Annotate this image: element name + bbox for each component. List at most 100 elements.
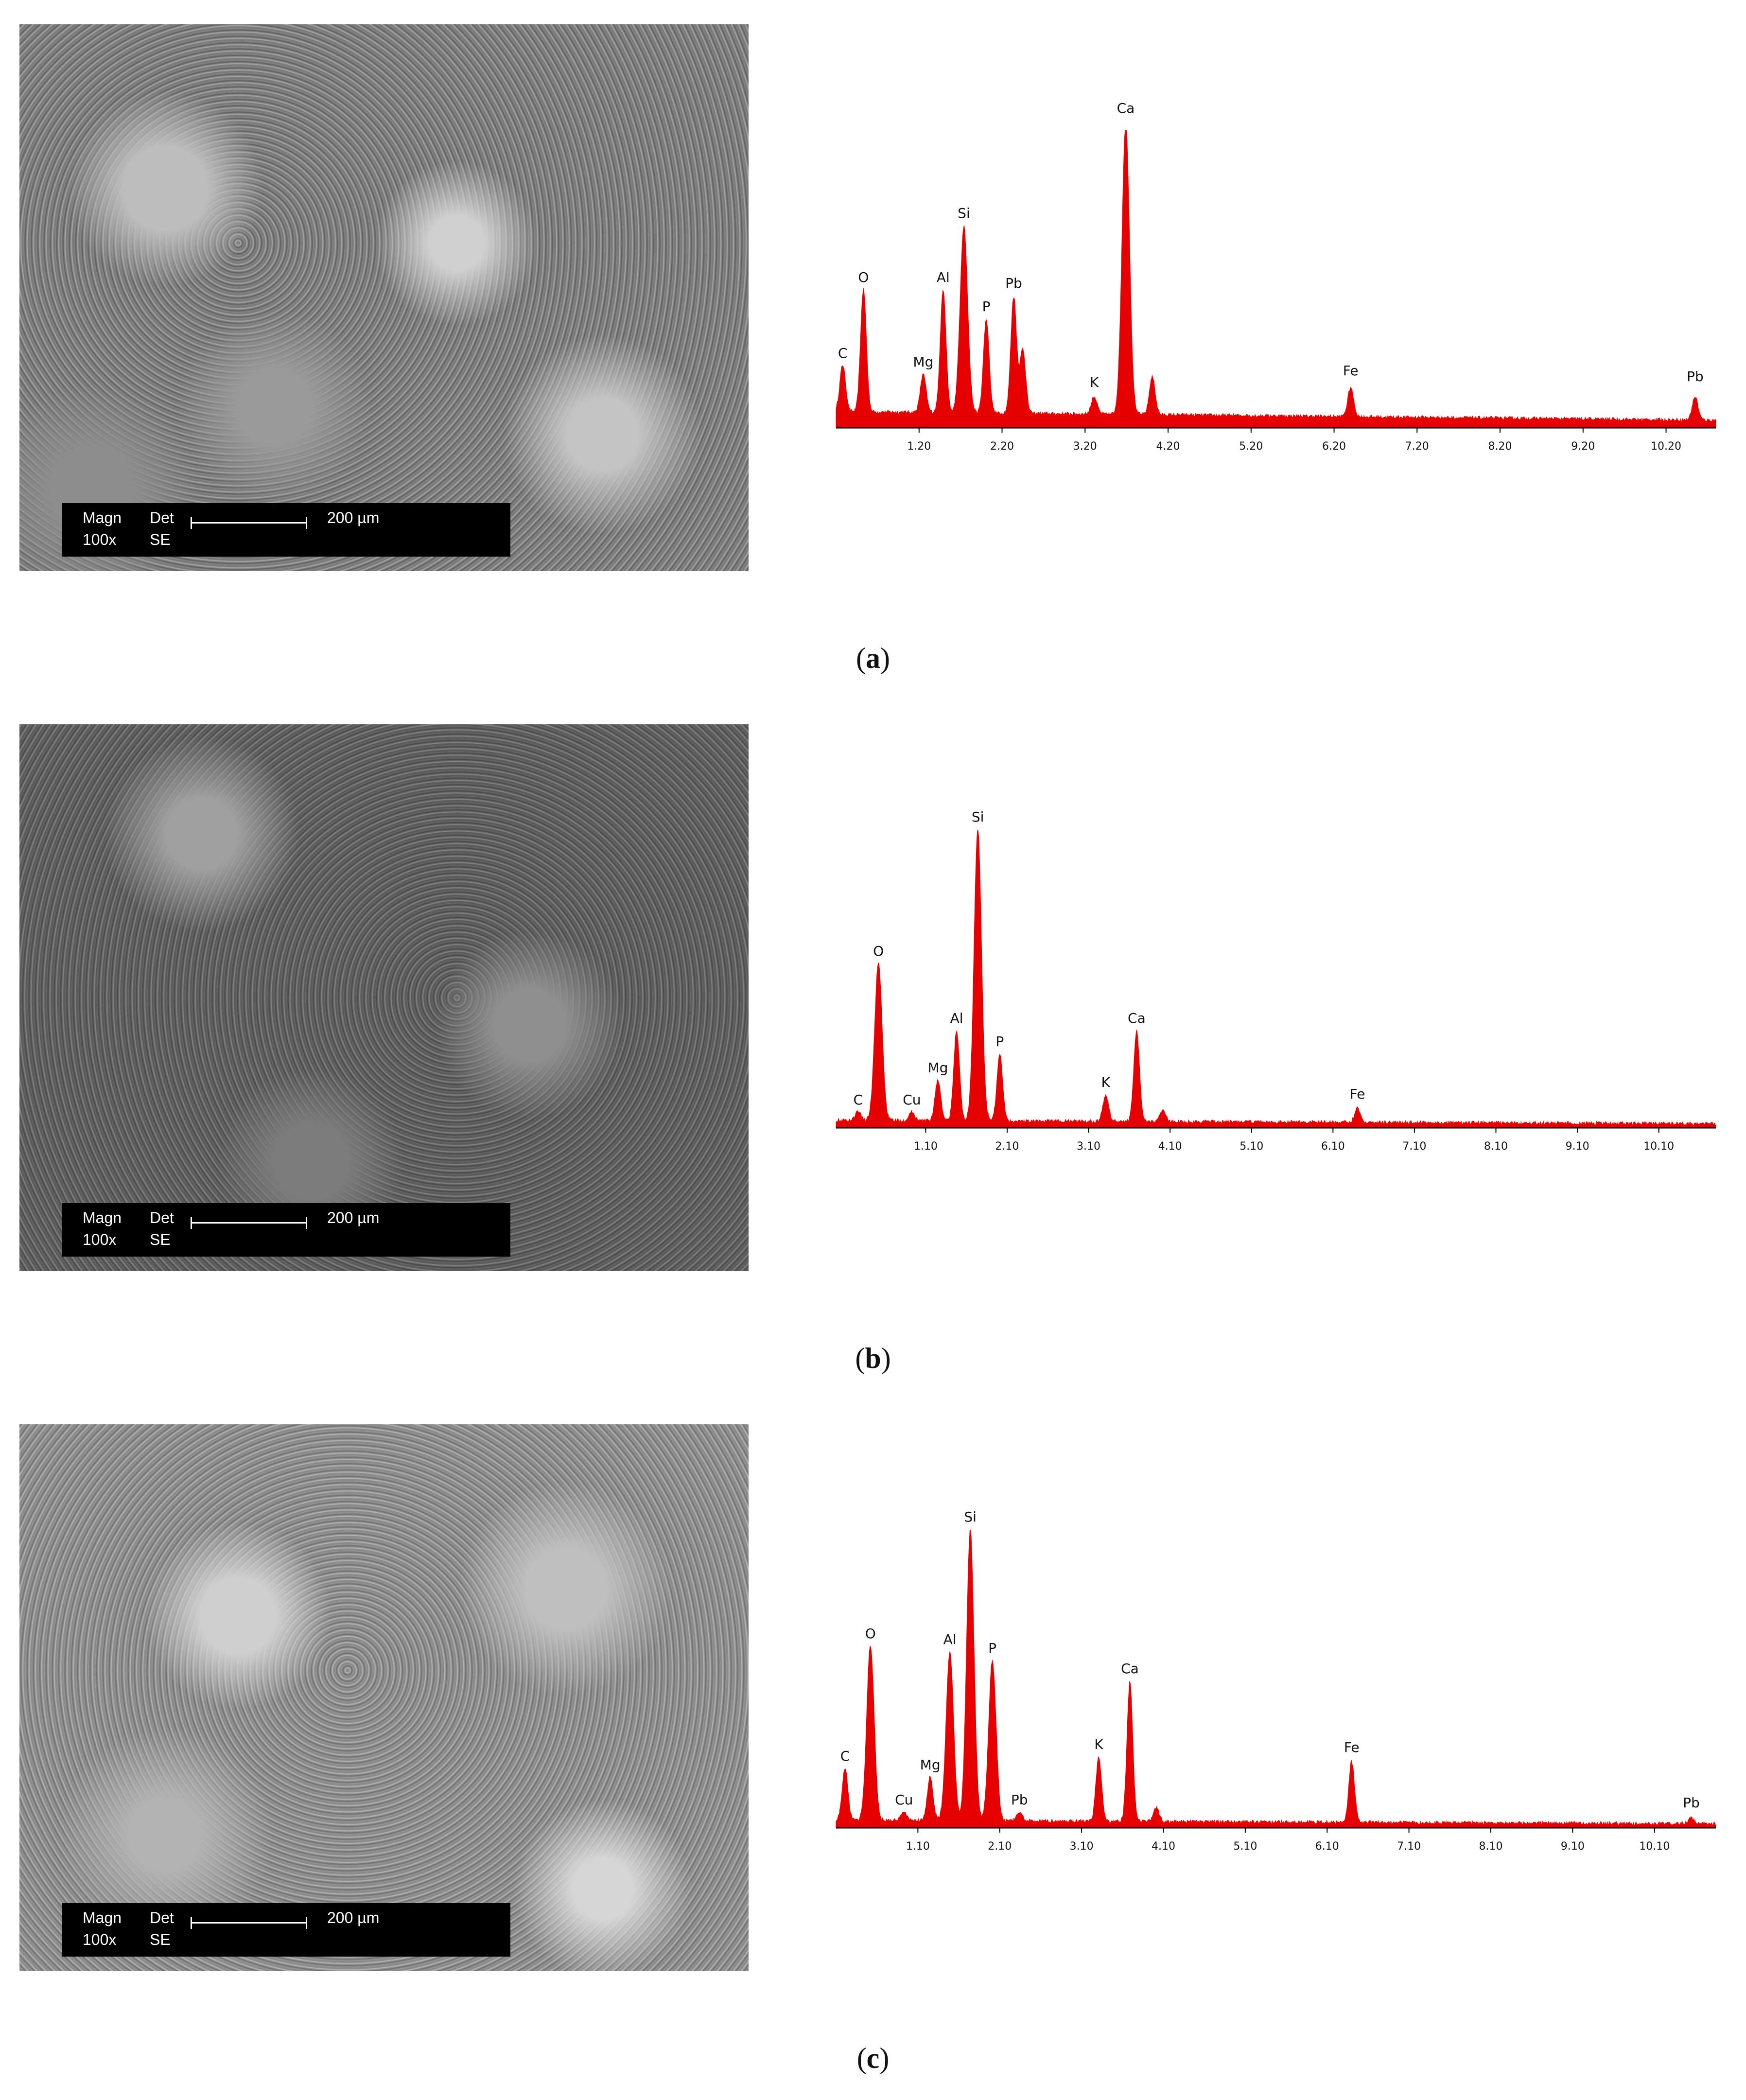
sem-info-bar: Magn 100x Det SE 200 µm bbox=[62, 1203, 510, 1257]
det-label: Det bbox=[150, 1909, 174, 1926]
x-tick-label: 10.10 bbox=[1643, 1140, 1674, 1153]
peak-label-cu: Cu bbox=[895, 1792, 913, 1808]
peak-label-pb: Pb bbox=[1687, 368, 1704, 385]
peak-label-p: P bbox=[988, 1640, 996, 1656]
spectrum-area bbox=[836, 130, 1716, 428]
sem-image-c: Magn 100x Det SE 200 µm bbox=[19, 1424, 749, 1971]
panel-c: Magn 100x Det SE 200 µm 1.10 2.10 3.10 4.10… bbox=[0, 1400, 1746, 2100]
scale-bar bbox=[191, 517, 307, 529]
peak-label-al: Al bbox=[943, 1631, 957, 1647]
spectrum-area bbox=[836, 1530, 1716, 1828]
det-value: SE bbox=[150, 531, 171, 548]
x-tick-label: 5.10 bbox=[1240, 1140, 1263, 1153]
scale-label: 200 µm bbox=[327, 509, 380, 526]
peak-label-pb: Pb bbox=[1683, 1795, 1700, 1811]
peak-label-ca: Ca bbox=[1121, 1661, 1139, 1677]
x-tick-label: 8.10 bbox=[1479, 1840, 1502, 1853]
scale-label: 200 µm bbox=[327, 1909, 380, 1926]
caption-b: (b) bbox=[855, 1342, 891, 1374]
peak-label-o: O bbox=[858, 269, 869, 285]
peak-label-ca: Ca bbox=[1117, 100, 1135, 116]
peak-label-al: Al bbox=[937, 269, 950, 285]
scale-label: 200 µm bbox=[327, 1209, 380, 1226]
det-value: SE bbox=[150, 1931, 171, 1948]
x-tick-label: 4.10 bbox=[1158, 1140, 1182, 1153]
eds-spectrum-svg: 1.10 2.10 3.10 4.10 5.10 6.10 7.10 8.10 9.10 10.1… bbox=[836, 1509, 1716, 1853]
peak-label-fe: Fe bbox=[1350, 1086, 1365, 1102]
x-tick-label: 9.20 bbox=[1571, 440, 1595, 453]
x-tick-label: 3.10 bbox=[1077, 1140, 1100, 1153]
eds-spectrum-c: 1.10 2.10 3.10 4.10 5.10 6.10 7.10 8.10 9.10 10.1… bbox=[826, 1497, 1730, 1867]
x-tick-label: 10.20 bbox=[1651, 440, 1681, 453]
eds-spectrum-b: 1.10 2.10 3.10 4.10 5.10 6.10 7.10 8.10 9.10 10.1… bbox=[826, 797, 1730, 1167]
peak-label-ca: Ca bbox=[1128, 1010, 1146, 1026]
x-tick-label: 8.10 bbox=[1484, 1140, 1508, 1153]
eds-spectrum-svg: 1.10 2.10 3.10 4.10 5.10 6.10 7.10 8.10 9.10 10.1… bbox=[836, 809, 1716, 1153]
x-tick-label: 9.10 bbox=[1561, 1840, 1585, 1853]
x-tick-label: 3.10 bbox=[1070, 1840, 1094, 1853]
scale-bar bbox=[191, 1217, 307, 1229]
peak-label-mg: Mg bbox=[928, 1060, 948, 1076]
x-tick-label: 1.20 bbox=[907, 440, 931, 453]
peak-label-al: Al bbox=[950, 1010, 963, 1026]
det-value: SE bbox=[150, 1231, 171, 1248]
caption-letter: a bbox=[866, 642, 880, 674]
x-tick-label: 4.10 bbox=[1152, 1840, 1175, 1853]
x-tick-label: 6.10 bbox=[1315, 1840, 1339, 1853]
det-label: Det bbox=[150, 1209, 174, 1226]
x-tick-label: 2.20 bbox=[990, 440, 1014, 453]
peak-label-si: Si bbox=[972, 809, 984, 825]
magn-value: 100x bbox=[83, 531, 117, 548]
x-tick-label: 5.10 bbox=[1233, 1840, 1257, 1853]
x-tick-label: 2.10 bbox=[995, 1140, 1019, 1153]
x-tick-label: 6.20 bbox=[1322, 440, 1346, 453]
peak-label-c: C bbox=[838, 345, 848, 361]
peak-label-si: Si bbox=[958, 205, 970, 221]
peak-label-pb: Pb bbox=[1011, 1792, 1028, 1808]
peak-label-c: C bbox=[840, 1748, 850, 1764]
magn-label: Magn bbox=[83, 1909, 122, 1926]
eds-spectrum-svg: 1.20 2.20 3.20 4.20 5.20 6.20 7.20 8.20 9.20 10.2… bbox=[836, 100, 1716, 453]
peak-label-mg: Mg bbox=[920, 1757, 941, 1773]
sem-image-b: Magn 100x Det SE 200 µm bbox=[19, 724, 749, 1271]
peak-label-o: O bbox=[865, 1626, 876, 1642]
x-tick-label: 4.20 bbox=[1156, 440, 1180, 453]
peak-label-p: P bbox=[982, 298, 991, 315]
sem-info-bar: Magn 100x Det SE 200 µm bbox=[62, 1903, 510, 1957]
x-tick-label: 2.10 bbox=[988, 1840, 1012, 1853]
caption-a: (a) bbox=[856, 642, 890, 674]
peak-label-c: C bbox=[853, 1092, 863, 1108]
x-tick-label: 10.10 bbox=[1639, 1840, 1670, 1853]
caption-letter: c bbox=[866, 2042, 880, 2074]
peak-label-p: P bbox=[995, 1033, 1004, 1050]
peak-label-fe: Fe bbox=[1344, 1739, 1360, 1755]
peak-label-cu: Cu bbox=[903, 1092, 921, 1108]
peak-label-si: Si bbox=[964, 1509, 977, 1525]
det-label: Det bbox=[150, 509, 174, 526]
magn-label: Magn bbox=[83, 509, 122, 526]
x-tick-label: 7.20 bbox=[1405, 440, 1429, 453]
scale-bar bbox=[191, 1917, 307, 1929]
x-tick-label: 5.20 bbox=[1239, 440, 1263, 453]
caption-letter: b bbox=[865, 1342, 881, 1374]
x-tick-label: 1.10 bbox=[906, 1840, 930, 1853]
peak-label-pb: Pb bbox=[1005, 275, 1022, 291]
magn-value: 100x bbox=[83, 1231, 117, 1248]
peak-label-mg: Mg bbox=[913, 354, 933, 370]
peak-label-k: K bbox=[1090, 374, 1099, 390]
magn-label: Magn bbox=[83, 1209, 122, 1226]
sem-image-a: Magn 100x Det SE 200 µm bbox=[19, 24, 749, 571]
x-tick-label: 3.20 bbox=[1073, 440, 1097, 453]
x-tick-label: 9.10 bbox=[1566, 1140, 1589, 1153]
panel-a: Magn 100x Det SE 200 µm 1.20 2.20 3.20 4.20… bbox=[0, 0, 1746, 700]
peak-label-fe: Fe bbox=[1343, 363, 1359, 379]
peak-label-k: K bbox=[1101, 1074, 1111, 1090]
peak-label-k: K bbox=[1094, 1736, 1103, 1752]
x-tick-label: 8.20 bbox=[1488, 440, 1512, 453]
x-tick-label: 6.10 bbox=[1321, 1140, 1345, 1153]
panel-b: Magn 100x Det SE 200 µm 1.10 2.10 3.10 4.10… bbox=[0, 700, 1746, 1400]
spectrum-area bbox=[836, 830, 1716, 1128]
caption-c: (c) bbox=[856, 2042, 890, 2074]
sem-info-bar: Magn 100x Det SE 200 µm bbox=[62, 503, 510, 557]
x-tick-label: 7.10 bbox=[1402, 1140, 1426, 1153]
